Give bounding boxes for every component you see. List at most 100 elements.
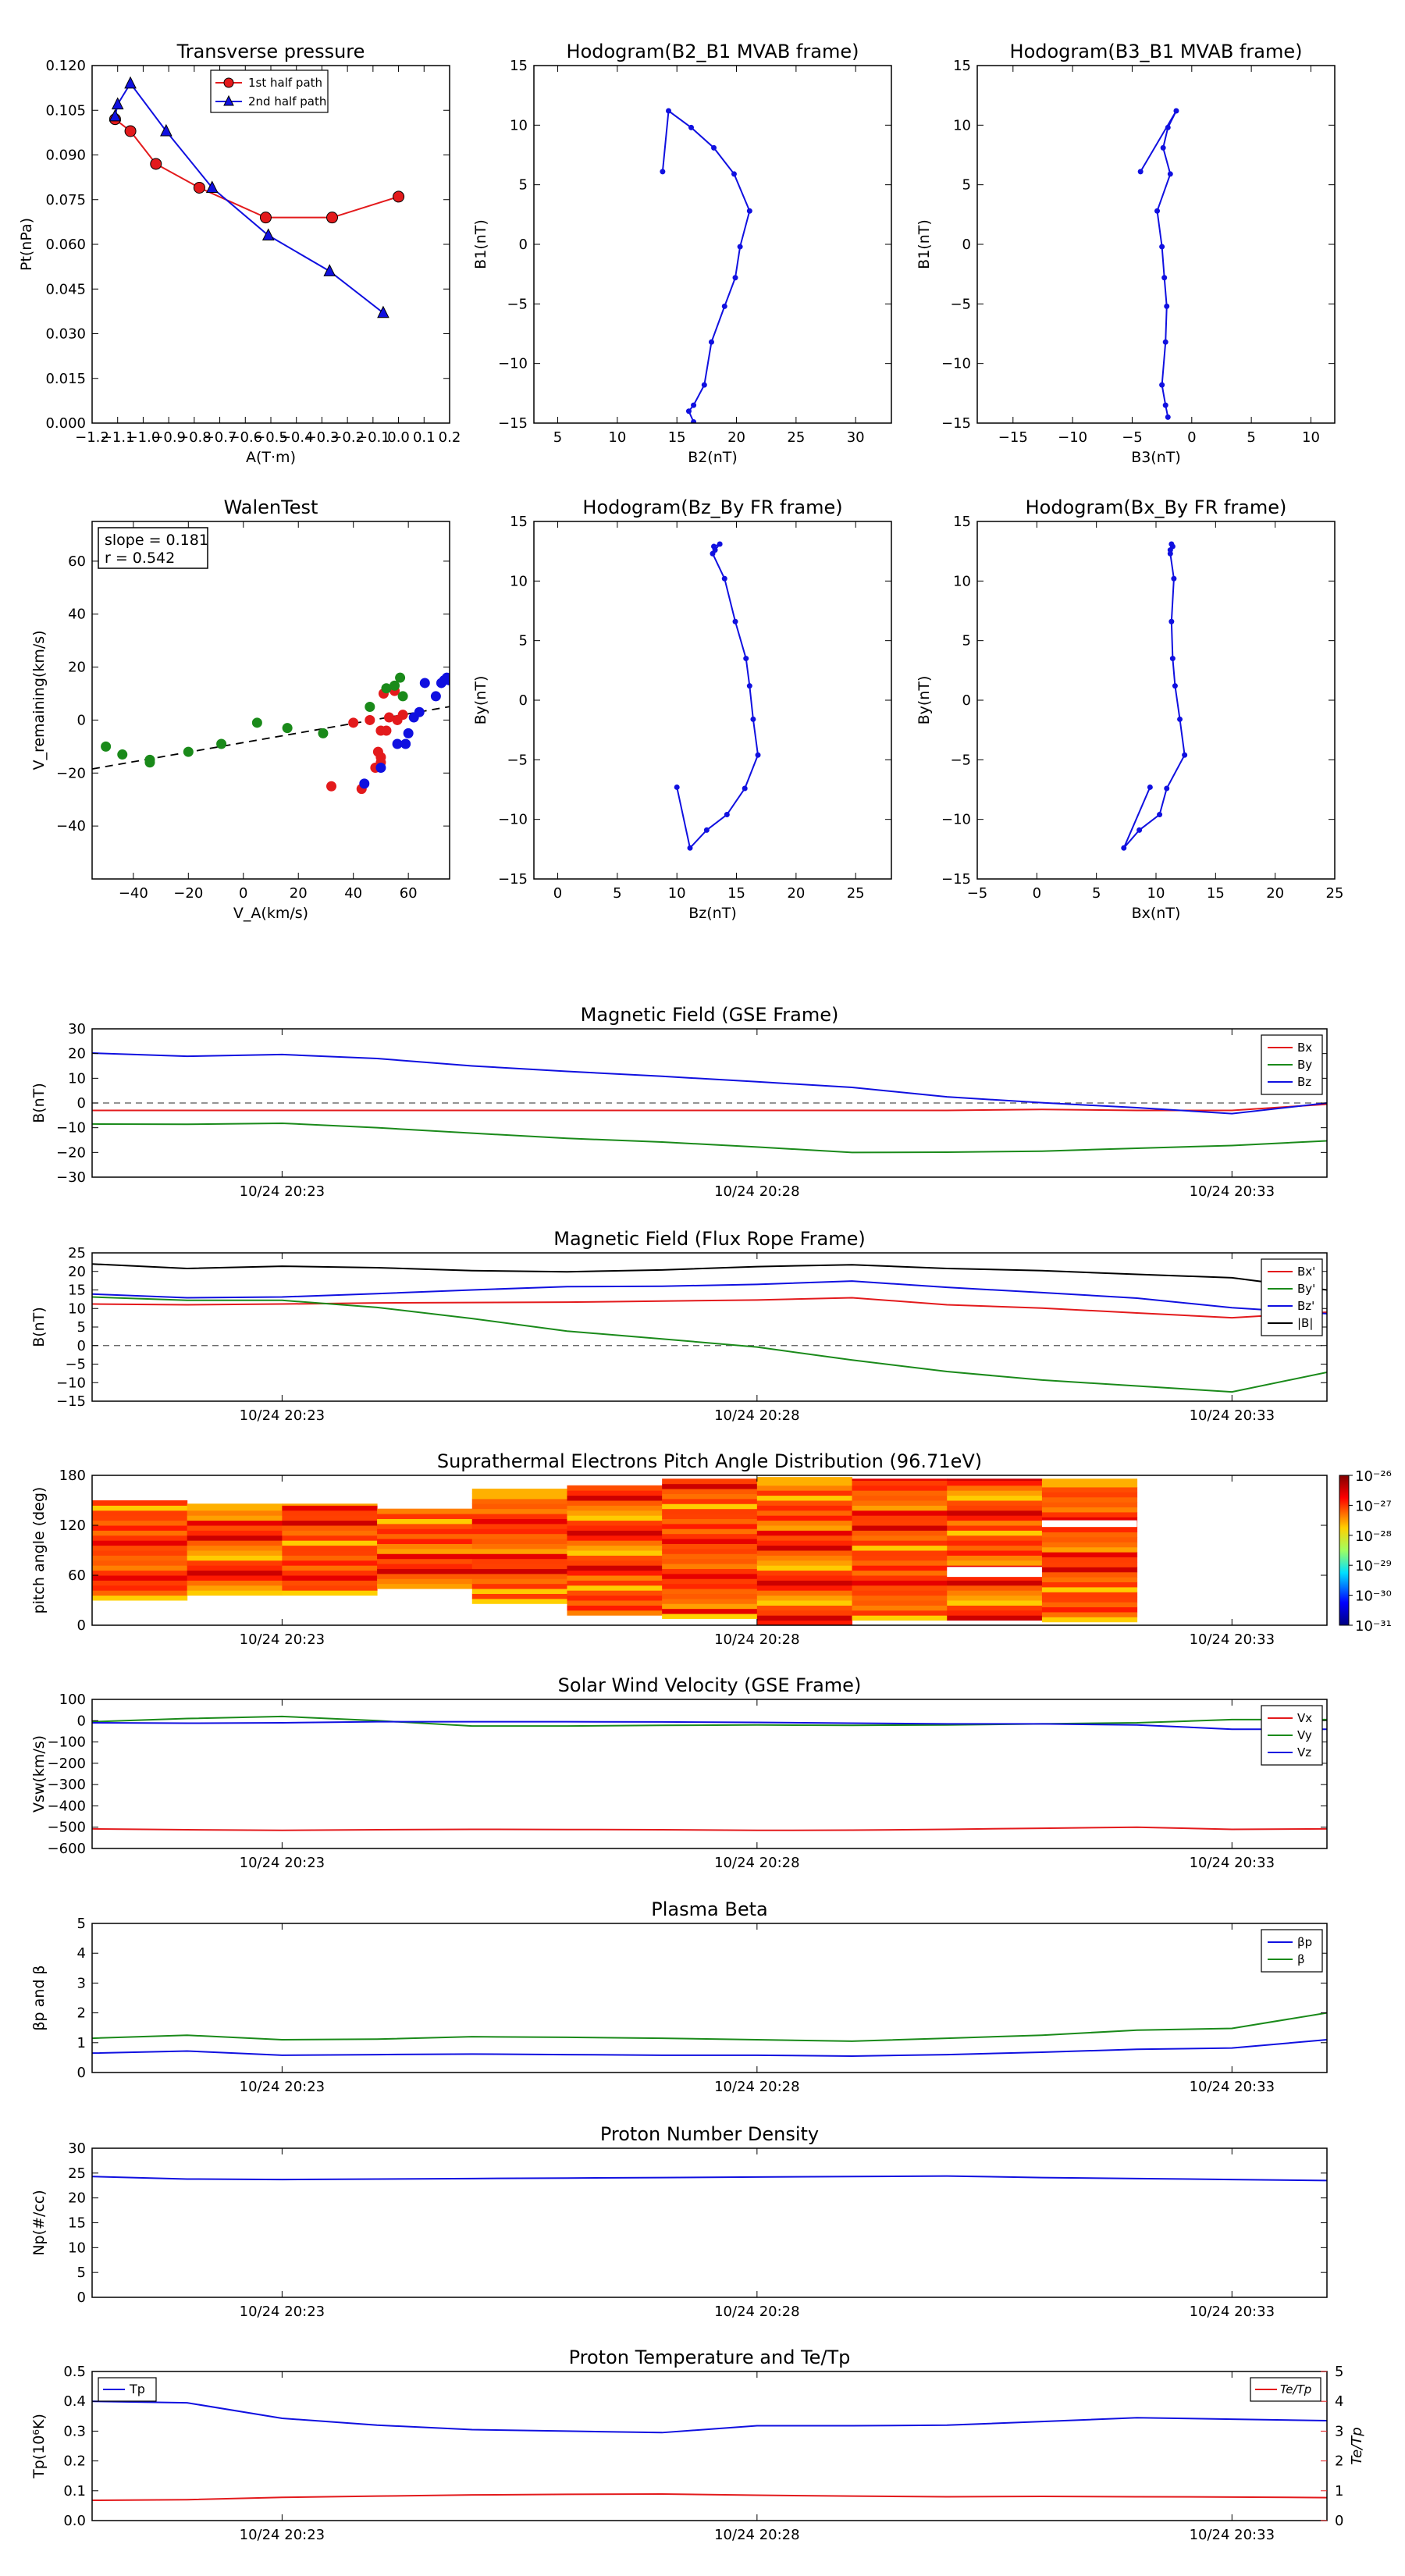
x-tick-label: 10/24 20:33 bbox=[1190, 1183, 1275, 1200]
y-axis-label: B(nT) bbox=[30, 1307, 48, 1347]
heatmap-cell bbox=[947, 1540, 1043, 1546]
series-line-β bbox=[92, 2012, 1327, 2042]
heatmap-cell bbox=[92, 1585, 188, 1591]
x-tick-label: 0 bbox=[1033, 885, 1041, 902]
y-tick-label: 10 bbox=[953, 117, 971, 133]
series-line-Vx bbox=[92, 1826, 1327, 1831]
heatmap-cell bbox=[756, 1480, 853, 1486]
y-tick-label: 5 bbox=[77, 1319, 86, 1336]
data-point bbox=[1167, 171, 1173, 177]
data-point bbox=[400, 738, 411, 749]
y-tick-label: 0.090 bbox=[45, 148, 86, 164]
heatmap-cell bbox=[92, 1535, 188, 1541]
y-axis-label: B1(nT) bbox=[472, 219, 489, 269]
data-point bbox=[111, 97, 124, 110]
y-axis-label: βp and β bbox=[30, 1965, 48, 2030]
heatmap-cell bbox=[852, 1530, 948, 1536]
heatmap-cell bbox=[471, 1558, 567, 1564]
heatmap-cell bbox=[567, 1570, 663, 1576]
data-point bbox=[732, 275, 738, 281]
heatmap-cell bbox=[92, 1505, 188, 1511]
y-tick-label: 3 bbox=[77, 1975, 86, 1991]
heatmap-cell bbox=[471, 1528, 567, 1535]
heatmap-cell bbox=[852, 1505, 948, 1511]
heatmap-cell bbox=[852, 1610, 948, 1616]
y-tick-label: 10 bbox=[953, 573, 971, 589]
data-point bbox=[1168, 618, 1175, 624]
data-point bbox=[375, 763, 386, 774]
heatmap-cell bbox=[756, 1515, 853, 1521]
heatmap-cell bbox=[662, 1603, 758, 1610]
data-point bbox=[381, 683, 392, 694]
heatmap-cell bbox=[756, 1495, 853, 1501]
x-tick-label: 20 bbox=[1266, 885, 1284, 902]
data-point bbox=[403, 728, 414, 738]
data-point bbox=[711, 543, 717, 550]
heatmap-cell bbox=[377, 1548, 473, 1554]
heatmap-cell bbox=[1041, 1561, 1138, 1567]
series-line-Bz' bbox=[92, 1280, 1327, 1315]
data-point bbox=[359, 778, 370, 789]
heatmap-cell bbox=[282, 1520, 378, 1526]
y-tick-label: 15 bbox=[953, 514, 971, 530]
y-tick-label: 5 bbox=[962, 633, 971, 649]
data-point bbox=[1182, 752, 1188, 758]
heatmap-cell bbox=[756, 1550, 853, 1556]
heatmap-cell bbox=[852, 1575, 948, 1581]
x-tick-label: 30 bbox=[847, 429, 865, 446]
heatmap-cell bbox=[756, 1615, 853, 1621]
data-point bbox=[1157, 812, 1163, 818]
heatmap-cell bbox=[187, 1555, 283, 1561]
heatmap-cell bbox=[567, 1515, 663, 1521]
heatmap-cell bbox=[852, 1590, 948, 1596]
heatmap-cell bbox=[471, 1589, 567, 1594]
x-tick-label: 40 bbox=[344, 885, 362, 902]
x-tick-label: 60 bbox=[400, 885, 418, 902]
y-tick-label: −15 bbox=[498, 415, 528, 432]
heatmap-cell bbox=[282, 1530, 378, 1536]
heatmap-cell bbox=[756, 1565, 853, 1571]
heatmap-cell bbox=[852, 1605, 948, 1611]
data-point bbox=[430, 691, 441, 702]
heatmap-cell bbox=[852, 1580, 948, 1586]
x-tick-label: −0.2 bbox=[330, 429, 365, 446]
x-tick-label: 10/24 20:23 bbox=[240, 2079, 325, 2095]
heatmap-cell bbox=[92, 1525, 188, 1531]
y2-tick-label: 0 bbox=[1335, 2513, 1343, 2529]
plot-area bbox=[92, 1052, 1327, 1154]
heatmap-cell bbox=[187, 1540, 283, 1546]
heatmap-cell bbox=[282, 1503, 378, 1506]
data-point bbox=[160, 123, 173, 137]
y-tick-label: 0 bbox=[77, 2290, 86, 2306]
heatmap-cell bbox=[947, 1525, 1043, 1531]
heatmap-cell bbox=[282, 1570, 378, 1576]
heatmap-cell bbox=[852, 1480, 948, 1486]
y2-tick-label: 4 bbox=[1335, 2393, 1343, 2410]
y-tick-label: −5 bbox=[507, 296, 528, 312]
legend-box bbox=[1261, 1929, 1323, 1973]
data-point bbox=[124, 76, 137, 89]
y-tick-label: −5 bbox=[507, 752, 528, 768]
heatmap-cell bbox=[187, 1570, 283, 1576]
heatmap-cell bbox=[92, 1590, 188, 1596]
heatmap-cell bbox=[567, 1520, 663, 1526]
heatmap-cell bbox=[1041, 1486, 1138, 1493]
y-tick-label: 0.3 bbox=[63, 2423, 86, 2439]
y-tick-label: 0.5 bbox=[63, 2364, 86, 2380]
heatmap-cell bbox=[1041, 1557, 1138, 1563]
heatmap-cell bbox=[662, 1614, 758, 1619]
heatmap-cell bbox=[852, 1500, 948, 1506]
axes-frame bbox=[91, 1699, 1328, 1849]
heatmap-cell bbox=[852, 1510, 948, 1516]
heatmap-cell bbox=[471, 1578, 567, 1585]
heatmap-cell bbox=[1041, 1617, 1138, 1623]
chart-bfr: Magnetic Field (Flux Rope Frame) 10/24 20… bbox=[30, 1228, 1328, 1424]
heatmap-cell bbox=[567, 1610, 663, 1616]
series-line-hodogram bbox=[1122, 541, 1186, 849]
heatmap-cell bbox=[1041, 1527, 1138, 1533]
heatmap-cell bbox=[187, 1565, 283, 1571]
heatmap-cell bbox=[852, 1478, 948, 1481]
heatmap-cell bbox=[567, 1585, 663, 1591]
data-point bbox=[397, 691, 408, 702]
heatmap-cell bbox=[187, 1525, 283, 1531]
